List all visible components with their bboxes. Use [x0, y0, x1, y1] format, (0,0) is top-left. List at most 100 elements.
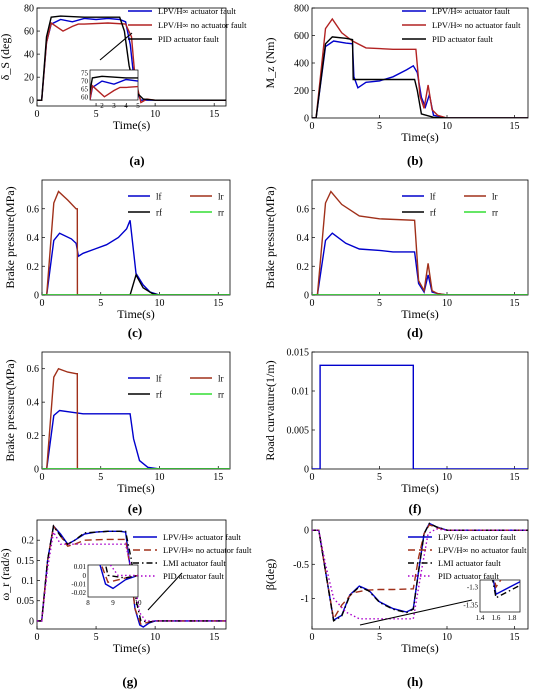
y-tick-label: 200	[294, 86, 309, 97]
y-tick-label: 0.015	[287, 348, 310, 359]
series-line-lf	[42, 220, 230, 295]
legend-label: PID actuator fault	[432, 34, 494, 44]
y-tick-label: 600	[294, 31, 309, 42]
legend-label: lr	[218, 192, 224, 202]
y-axis-label: Road curvature(1/m)	[263, 360, 277, 460]
inset-y-tick-label: 65	[81, 85, 89, 93]
inset-series-line	[368, 118, 550, 587]
legend-label: rf	[156, 390, 162, 400]
x-axis-label: Time(s)	[113, 641, 151, 655]
panel-label: (g)	[122, 674, 137, 689]
x-tick-label: 5	[98, 472, 103, 483]
x-tick-label: 15	[510, 121, 520, 132]
panel-label: (d)	[407, 325, 423, 340]
x-tick-label: 10	[442, 472, 452, 483]
plot-frame	[41, 351, 231, 470]
x-tick-label: 5	[377, 472, 382, 483]
legend-label: rr	[218, 390, 224, 400]
x-tick-label: 10	[155, 298, 165, 309]
chart-panel-h: 0 5 10 15 -1 -0.5 0 Time(s) β(deg) (h) LPV/H∞ actu…	[263, 118, 550, 689]
x-tick-label: 15	[510, 298, 520, 309]
y-tick-label: 60	[24, 27, 34, 38]
x-axis-label: Time(s)	[117, 481, 155, 495]
legend: lf lr rf rr	[128, 374, 224, 400]
legend-label: rr	[218, 208, 224, 218]
chart-panel-b: 0 5 10 15 0 200 400 600 800 Time(s) M_z (Nm) (b) LPV…	[263, 4, 529, 168]
y-tick-label: 0.05	[17, 596, 35, 607]
panel-label: (e)	[128, 501, 142, 516]
legend: LPV/H∞ actuator fault LPV/H∞ no actuator …	[133, 532, 252, 581]
x-tick-label: 0	[40, 298, 45, 309]
y-tick-label: 0.1	[22, 576, 35, 587]
y-tick-label: 400	[294, 59, 309, 70]
x-tick-label: 0	[310, 121, 315, 132]
x-tick-label: 10	[442, 121, 452, 132]
legend: LPV/H∞ actuator fault LPV/H∞ no actuator …	[402, 6, 521, 44]
x-tick-label: 5	[94, 632, 99, 643]
y-tick-label: 0	[304, 465, 309, 476]
inset-series-line	[104, 565, 138, 579]
plot-frame	[36, 519, 227, 630]
x-tick-label: 0	[35, 632, 40, 643]
x-axis-label: Time(s)	[113, 118, 151, 132]
y-tick-label: 0.6	[27, 364, 40, 375]
legend-label: lr	[492, 192, 498, 202]
legend-label: LPV/H∞ actuator fault	[163, 532, 241, 542]
zoom-arrow	[147, 572, 183, 611]
y-tick-label: 0.005	[287, 426, 310, 437]
y-tick-label: 0.4	[297, 233, 310, 244]
y-tick-label: 800	[294, 4, 309, 15]
inset-x-tick-label: 2	[100, 102, 104, 110]
y-tick-label: 0	[304, 526, 309, 537]
y-tick-label: 0	[34, 465, 39, 476]
inset-x-tick-label: 3	[112, 102, 116, 110]
inset-x-tick-label: 8	[86, 599, 90, 607]
y-tick-label: 0	[29, 96, 34, 107]
chart-panel-g: 0 5 10 15 0 0.05 0.1 0.15 0.2 Time(s) ω_r (rad/s) (…	[0, 519, 252, 689]
x-tick-label: 15	[510, 472, 520, 483]
series-line-lpv-h-no-actuator-fault	[37, 21, 226, 104]
inset-series-line	[109, 565, 138, 577]
series-line-lr	[312, 190, 528, 295]
x-tick-label: 0	[310, 472, 315, 483]
legend-label: lf	[156, 374, 162, 384]
legend-label: LPV/H∞ no actuator fault	[432, 20, 521, 30]
inset-y-tick-label: -0.02	[71, 589, 86, 597]
y-axis-label: β(deg)	[263, 559, 277, 590]
legend-label: lf	[156, 192, 162, 202]
plot-frame	[311, 351, 529, 470]
y-axis-label: δ_S (deg)	[0, 34, 12, 81]
legend-label: LPV/H∞ actuator fault	[438, 532, 516, 542]
legend: lf lr rf rr	[128, 192, 224, 218]
panel-label: (h)	[407, 674, 423, 689]
y-tick-label: 0.2	[27, 431, 40, 442]
series-line-0	[312, 364, 528, 469]
legend-label: PID actuator fault	[163, 571, 225, 581]
legend-label: LMI actuator fault	[438, 558, 501, 568]
inset-series-line	[99, 565, 138, 590]
inset-y-tick-label: -1.35	[463, 601, 478, 609]
y-tick-label: 0	[29, 616, 34, 627]
inset-series-line	[493, 580, 502, 589]
inset-series-line	[90, 84, 138, 100]
inset-y-tick-label: 75	[81, 70, 89, 78]
legend-label: LMI actuator fault	[163, 558, 226, 568]
x-axis-label: Time(s)	[401, 130, 439, 144]
y-tick-label: 80	[24, 4, 34, 15]
x-tick-label: 15	[213, 298, 223, 309]
y-axis-label: Brake pressure(MPa)	[3, 186, 17, 288]
x-tick-label: 0	[310, 298, 315, 309]
panel-label: (c)	[128, 325, 142, 340]
x-tick-label: 15	[209, 109, 219, 120]
series-line-lf	[312, 232, 528, 295]
y-tick-label: 0.2	[22, 536, 35, 547]
x-tick-label: 0	[40, 472, 45, 483]
inset-x-tick-label: 1.4	[476, 614, 485, 622]
y-axis-label: Brake pressure(MPa)	[3, 359, 17, 461]
legend-label: lr	[218, 374, 224, 384]
y-axis-label: M_z (Nm)	[263, 38, 277, 89]
legend-label: PID actuator fault	[438, 571, 500, 581]
y-tick-label: 0.6	[27, 204, 40, 215]
x-axis-label: Time(s)	[117, 307, 155, 321]
